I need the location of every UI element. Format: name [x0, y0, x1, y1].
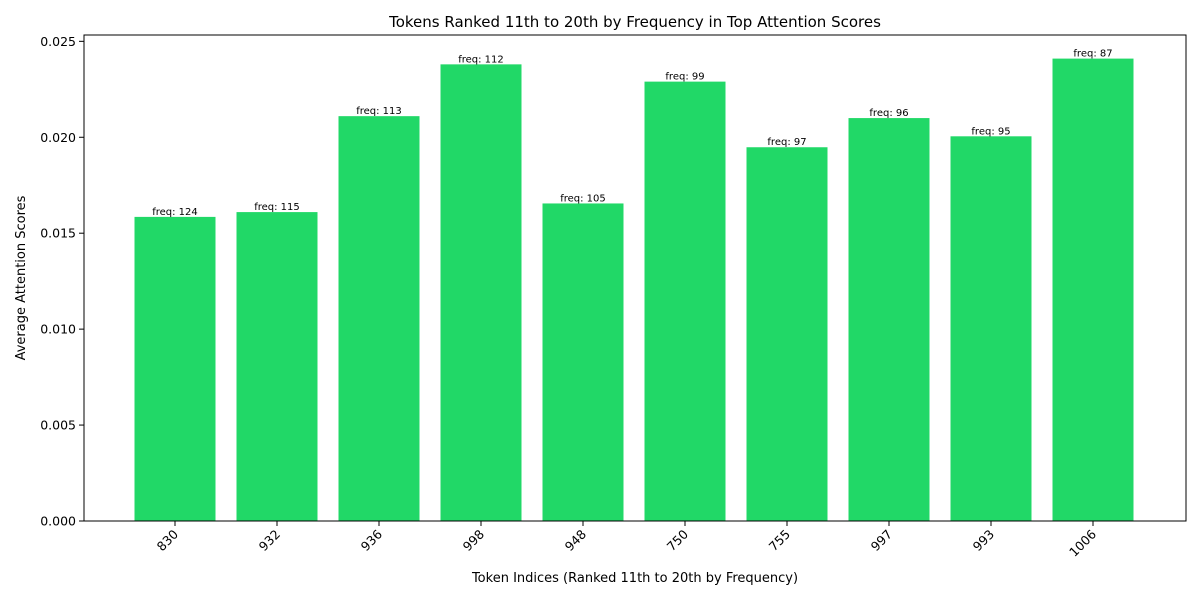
- x-tick-label: 830: [154, 526, 182, 554]
- bar-936: [338, 116, 420, 522]
- x-tick-label: 993: [970, 527, 997, 554]
- x-tick-label: 1006: [1066, 526, 1099, 559]
- bar-948: [542, 203, 624, 521]
- bar-997: [848, 118, 930, 522]
- bar-value-label: freq: 95: [971, 126, 1010, 137]
- bar-value-label: freq: 105: [560, 193, 606, 204]
- bar-value-label: freq: 99: [665, 72, 704, 83]
- y-tick-label: 0.025: [40, 34, 76, 49]
- bar-1006: [1052, 58, 1134, 522]
- y-axis: 0.000 0.005 0.010 0.015 0.020 0.025: [40, 34, 84, 529]
- bar-value-label: freq: 115: [254, 202, 300, 213]
- bar-830: [134, 216, 216, 521]
- y-tick-label: 0.010: [40, 322, 76, 337]
- y-tick-label: 0.005: [40, 418, 76, 433]
- bars-group: [134, 58, 1134, 522]
- bar-932: [236, 212, 318, 521]
- x-axis: 830 932 936 998 948 750 755 997 993 1006: [154, 521, 1099, 560]
- bar-755: [746, 147, 828, 521]
- plot-frame: [83, 34, 1187, 522]
- bar-998: [440, 64, 522, 521]
- x-tick-label: 997: [868, 527, 895, 554]
- x-tick-label: 750: [664, 526, 692, 554]
- bar-value-label: freq: 112: [458, 54, 504, 65]
- bar-value-label: freq: 96: [869, 108, 908, 119]
- x-tick-label: 948: [562, 526, 590, 554]
- bar-value-label: freq: 87: [1073, 49, 1112, 60]
- x-tick-label: 755: [766, 527, 793, 554]
- x-tick-label: 936: [358, 526, 386, 554]
- chart-title: Tokens Ranked 11th to 20th by Frequency …: [388, 13, 881, 31]
- x-tick-label: 998: [460, 526, 488, 554]
- y-tick-label: 0.020: [40, 130, 76, 145]
- x-axis-label: Token Indices (Ranked 11th to 20th by Fr…: [471, 571, 798, 586]
- bar-value-label: freq: 97: [767, 137, 806, 148]
- bar-993: [950, 136, 1032, 521]
- y-tick-label: 0.015: [40, 226, 76, 241]
- y-axis-label: Average Attention Scores: [14, 195, 29, 360]
- bar-value-label: freq: 113: [356, 106, 402, 117]
- bar-value-label: freq: 124: [152, 207, 198, 218]
- bar-750: [644, 81, 726, 521]
- y-tick-label: 0.000: [40, 514, 76, 529]
- bar-labels-group: freq: 124 freq: 115 freq: 113 freq: 112 freq…: [152, 49, 1112, 218]
- x-tick-label: 932: [256, 527, 283, 554]
